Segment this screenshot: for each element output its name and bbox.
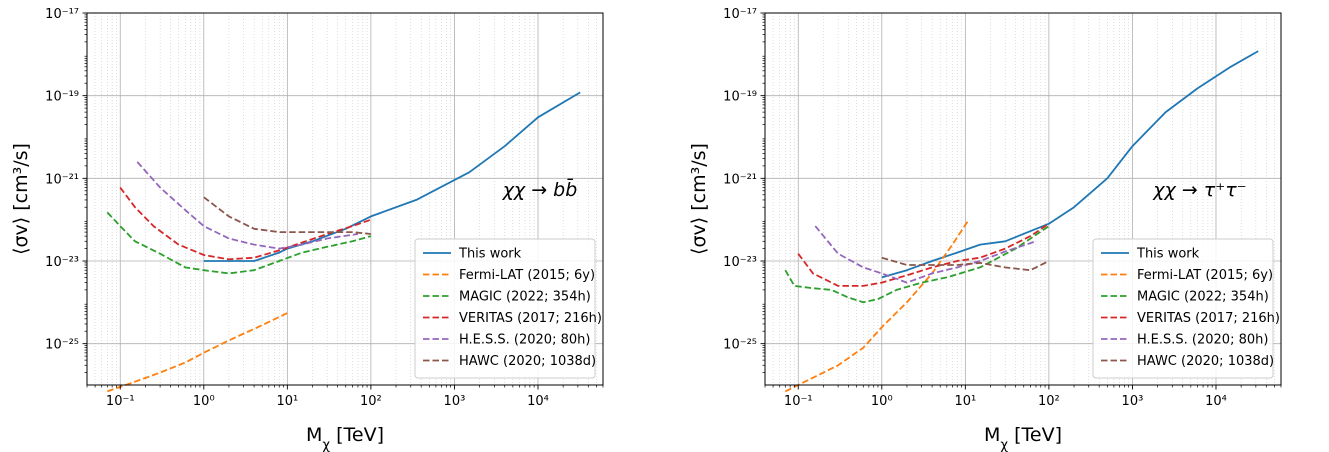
y-tick-label: 10⁻¹⁷ xyxy=(45,7,79,22)
x-tick-label: 10¹ xyxy=(276,394,298,409)
legend-label-fermi-lat-2015-6y: Fermi-LAT (2015; 6y) xyxy=(459,268,595,283)
series-line-h-e-s-s-2020-80h xyxy=(814,225,1037,284)
legend-label-veritas-2017-216h: VERITAS (2017; 216h) xyxy=(1137,311,1280,326)
series-line-this-work xyxy=(203,91,581,262)
legend-box xyxy=(1092,238,1274,379)
legend-label-hawc-2020-1038d: HAWC (2020; 1038d) xyxy=(459,354,596,369)
series-line-fermi-lat-2015-6y xyxy=(107,312,288,393)
plot-frame xyxy=(764,12,1282,386)
y-tick-label: 10⁻¹⁹ xyxy=(45,90,79,105)
y-tick-label: 10⁻²¹ xyxy=(723,172,757,187)
legend: This work Fermi-LAT (2015; 6y) MAGIC (2022… xyxy=(1092,238,1280,379)
process-annotation: χχ → bb̄ xyxy=(502,177,578,201)
series-line-veritas-2017-216h xyxy=(797,222,1050,287)
x-tick-label: 10⁻¹ xyxy=(784,394,813,409)
x-tick-label: 10⁴ xyxy=(527,394,549,409)
y-tick-label: 10⁻²⁵ xyxy=(723,338,757,353)
series-line-hawc-2020-1038d xyxy=(203,196,371,235)
y-tick-label: 10⁻²³ xyxy=(723,255,757,270)
x-tick-label: 10³ xyxy=(444,394,466,409)
legend-box xyxy=(414,238,596,379)
x-axis-label: Mχ [TeV] xyxy=(984,424,1062,452)
legend-label-h-e-s-s-2020-80h: H.E.S.S. (2020; 80h) xyxy=(459,333,590,348)
x-axis-ticks: 10⁻¹ 10⁰ 10¹ 10² 10³ 10⁴ xyxy=(764,385,1282,409)
x-tick-label: 10² xyxy=(1038,394,1060,409)
process-annotation: χχ → τ⁺τ⁻ xyxy=(1152,179,1246,201)
series-line-fermi-lat-2015-6y xyxy=(784,219,970,393)
x-tick-label: 10³ xyxy=(1122,394,1144,409)
legend: This work Fermi-LAT (2015; 6y) MAGIC (2022… xyxy=(414,238,602,379)
x-tick-label: 10⁴ xyxy=(1205,394,1227,409)
legend-label-magic-2022-354h: MAGIC (2022; 354h) xyxy=(1137,290,1269,305)
grid xyxy=(764,12,1282,385)
legend-label-veritas-2017-216h: VERITAS (2017; 216h) xyxy=(459,311,602,326)
x-tick-label: 10¹ xyxy=(954,394,976,409)
y-axis-label: ⟨σv⟩ [cm³/s] xyxy=(10,143,32,255)
x-tick-label: 10⁰ xyxy=(871,394,893,409)
y-tick-label: 10⁻¹⁹ xyxy=(723,90,757,105)
chart-panel-left: 10⁻¹ 10⁰ 10¹ 10² 10³ 10⁴10⁻²⁵10⁻²³10⁻²¹10⁻¹⁹1… xyxy=(10,7,604,452)
y-tick-label: 10⁻¹⁷ xyxy=(723,7,757,22)
y-tick-label: 10⁻²³ xyxy=(45,255,79,270)
y-axis-ticks: 10⁻²⁵ 10⁻²³ 10⁻²¹ 10⁻¹⁹ 10⁻¹⁷ xyxy=(45,7,87,373)
x-axis-ticks: 10⁻¹ 10⁰ 10¹ 10² 10³ 10⁴ xyxy=(86,385,604,409)
series-line-this-work xyxy=(881,50,1259,279)
legend-label-h-e-s-s-2020-80h: H.E.S.S. (2020; 80h) xyxy=(1137,333,1268,348)
series-line-magic-2022-354h xyxy=(784,225,1050,304)
y-axis-ticks: 10⁻²⁵ 10⁻²³ 10⁻²¹ 10⁻¹⁹ 10⁻¹⁷ xyxy=(723,7,765,373)
plot-frame xyxy=(86,12,604,386)
x-axis-label: Mχ [TeV] xyxy=(306,424,384,452)
legend-label-fermi-lat-2015-6y: Fermi-LAT (2015; 6y) xyxy=(1137,268,1273,283)
series-lines xyxy=(784,50,1259,393)
y-tick-label: 10⁻²⁵ xyxy=(45,338,79,353)
series-lines xyxy=(106,91,581,393)
legend-label-hawc-2020-1038d: HAWC (2020; 1038d) xyxy=(1137,354,1274,369)
series-line-hawc-2020-1038d xyxy=(881,256,1050,272)
chart-panel-right: 10⁻¹ 10⁰ 10¹ 10² 10³ 10⁴10⁻²⁵10⁻²³10⁻²¹10⁻¹⁹1… xyxy=(688,7,1282,452)
legend-label-this-work: This work xyxy=(1136,247,1200,262)
grid xyxy=(86,12,604,385)
y-tick-label: 10⁻²¹ xyxy=(45,172,79,187)
y-axis-label: ⟨σv⟩ [cm³/s] xyxy=(688,143,710,255)
series-line-magic-2022-354h xyxy=(106,211,372,275)
x-tick-label: 10⁰ xyxy=(193,394,215,409)
legend-label-this-work: This work xyxy=(458,247,522,262)
series-line-h-e-s-s-2020-80h xyxy=(136,161,359,250)
x-tick-label: 10² xyxy=(360,394,382,409)
legend-label-magic-2022-354h: MAGIC (2022; 354h) xyxy=(459,290,591,305)
x-tick-label: 10⁻¹ xyxy=(106,394,135,409)
